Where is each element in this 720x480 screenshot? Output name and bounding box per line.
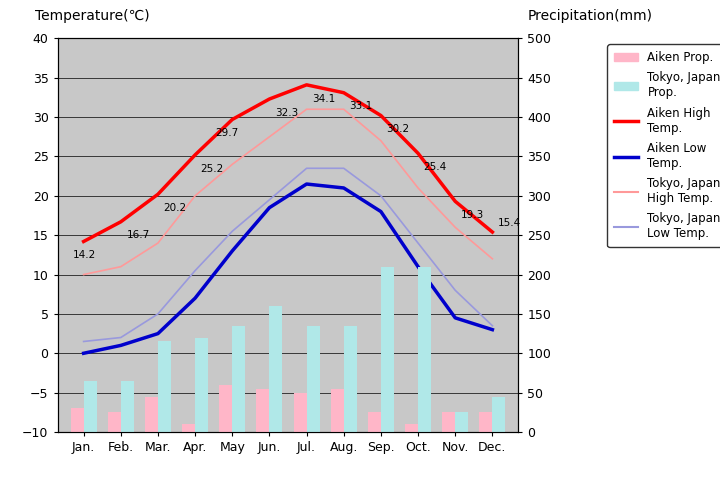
Bar <box>294 393 307 432</box>
Text: 25.2: 25.2 <box>201 164 224 174</box>
Bar <box>492 396 505 432</box>
Bar <box>442 412 455 432</box>
Bar <box>480 412 492 432</box>
Text: 15.4: 15.4 <box>498 218 521 228</box>
Bar <box>269 306 282 432</box>
Bar <box>220 385 233 432</box>
Bar <box>145 396 158 432</box>
Bar <box>330 389 343 432</box>
Bar <box>195 337 208 432</box>
Bar <box>233 326 246 432</box>
Text: 32.3: 32.3 <box>275 108 298 118</box>
Bar <box>108 412 121 432</box>
Bar <box>368 412 381 432</box>
Bar <box>84 381 96 432</box>
Text: 25.4: 25.4 <box>423 162 447 172</box>
Bar <box>381 267 394 432</box>
Legend: Aiken Prop., Tokyo, Japan
Prop., Aiken High
Temp., Aiken Low
Temp., Tokyo, Japan: Aiken Prop., Tokyo, Japan Prop., Aiken H… <box>607 44 720 247</box>
Text: 16.7: 16.7 <box>126 230 150 240</box>
Text: 29.7: 29.7 <box>215 128 239 138</box>
Bar <box>256 389 269 432</box>
Bar <box>71 408 84 432</box>
Text: 14.2: 14.2 <box>73 250 96 260</box>
Bar <box>182 424 195 432</box>
Text: Precipitation(mm): Precipitation(mm) <box>528 9 652 23</box>
Bar <box>307 326 320 432</box>
Bar <box>405 424 418 432</box>
Text: Temperature(℃): Temperature(℃) <box>35 9 149 23</box>
Text: 30.2: 30.2 <box>387 124 410 134</box>
Bar <box>158 341 171 432</box>
Bar <box>121 381 134 432</box>
Text: 34.1: 34.1 <box>312 94 336 104</box>
Bar <box>455 412 468 432</box>
Bar <box>343 326 356 432</box>
Text: 20.2: 20.2 <box>163 203 186 213</box>
Text: 19.3: 19.3 <box>461 210 484 220</box>
Text: 33.1: 33.1 <box>349 101 372 111</box>
Bar <box>418 267 431 432</box>
